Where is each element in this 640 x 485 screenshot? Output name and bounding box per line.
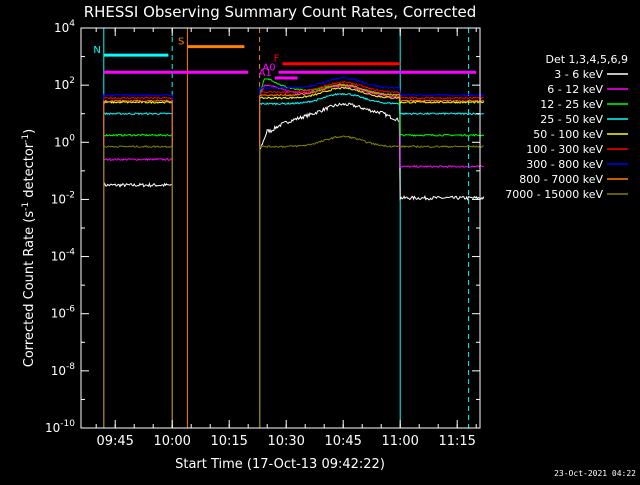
x-tick-label-6: 11:15 [438,434,475,449]
series-line-2-0 [103,133,173,428]
x-tick-label-1: 10:00 [153,434,190,449]
chart-title: RHESSI Observing Summary Count Rates, Co… [84,3,477,21]
y-tick-label-5: 10-6 [51,305,76,321]
legend-label-6: 300 - 800 keV [526,158,603,171]
series-line-4-0 [103,100,173,428]
series-line-1-0 [103,157,173,428]
series-line-8-1 [259,135,484,428]
y-tick-label-6: 10-8 [51,362,76,378]
legend-label-0: 3 - 6 keV [554,68,603,81]
legend-label-4: 50 - 100 keV [533,128,603,141]
series-line-5-1 [259,80,484,428]
x-tick-label-4: 10:45 [324,434,361,449]
y-tick-label-7: 10-10 [45,419,75,435]
series-line-5-0 [103,96,173,428]
x-tick-label-3: 10:30 [267,434,304,449]
flag-label-4: A1 [259,68,272,79]
series-line-7-1 [259,83,484,428]
series-line-8-0 [103,144,173,428]
legend-label-3: 25 - 50 keV [540,113,603,126]
y-tick-label-2: 100 [54,133,75,149]
y-tick-label-0: 104 [54,19,75,35]
legend-label-2: 12 - 25 keV [540,98,603,111]
legend-label-8: 7000 - 15000 keV [505,188,603,201]
series-line-6-1 [259,76,485,428]
series-line-1-1 [259,84,484,428]
series-line-3-0 [103,112,173,428]
y-tick-label-3: 10-2 [51,190,75,206]
series-line-6-0 [103,93,173,428]
y-tick-label-1: 102 [54,76,75,92]
series-line-0-0 [103,182,173,428]
flag-label-0: S [178,37,184,48]
series-line-3-1 [259,92,484,428]
legend-label-5: 100 - 300 keV [526,143,603,156]
x-tick-label-2: 10:15 [210,434,247,449]
y-tick-label-4: 10-4 [51,248,76,264]
flag-label-3: A0 [262,62,275,73]
series-line-4-1 [259,86,485,428]
series-line-0-1 [259,102,485,428]
x-tick-label-0: 09:45 [96,434,133,449]
y-axis-label: Corrected Count Rate (s-1 detector-1) [21,129,37,367]
generation-timestamp: 23-Oct-2021 04:22 [554,469,636,478]
legend-label-7: 800 - 7000 keV [519,173,603,186]
flag-label-1: N [93,45,100,56]
flag-label-2: F [274,54,280,65]
axes: 104 102 100 10-2 10-4 10-6 10-8 10-10 09:45 10:00… [45,19,481,449]
series-line-7-0 [103,99,173,428]
x-axis-label: Start Time (17-Oct-13 09:42:22) [175,457,385,472]
legend-label-1: 6 - 12 keV [547,83,603,96]
legend: Det 1,3,4,5,6,9 3 - 6 keV 6 - 12 keV 12 - … [505,53,628,201]
x-tick-label-5: 11:00 [381,434,418,449]
legend-title: Det 1,3,4,5,6,9 [545,53,628,66]
